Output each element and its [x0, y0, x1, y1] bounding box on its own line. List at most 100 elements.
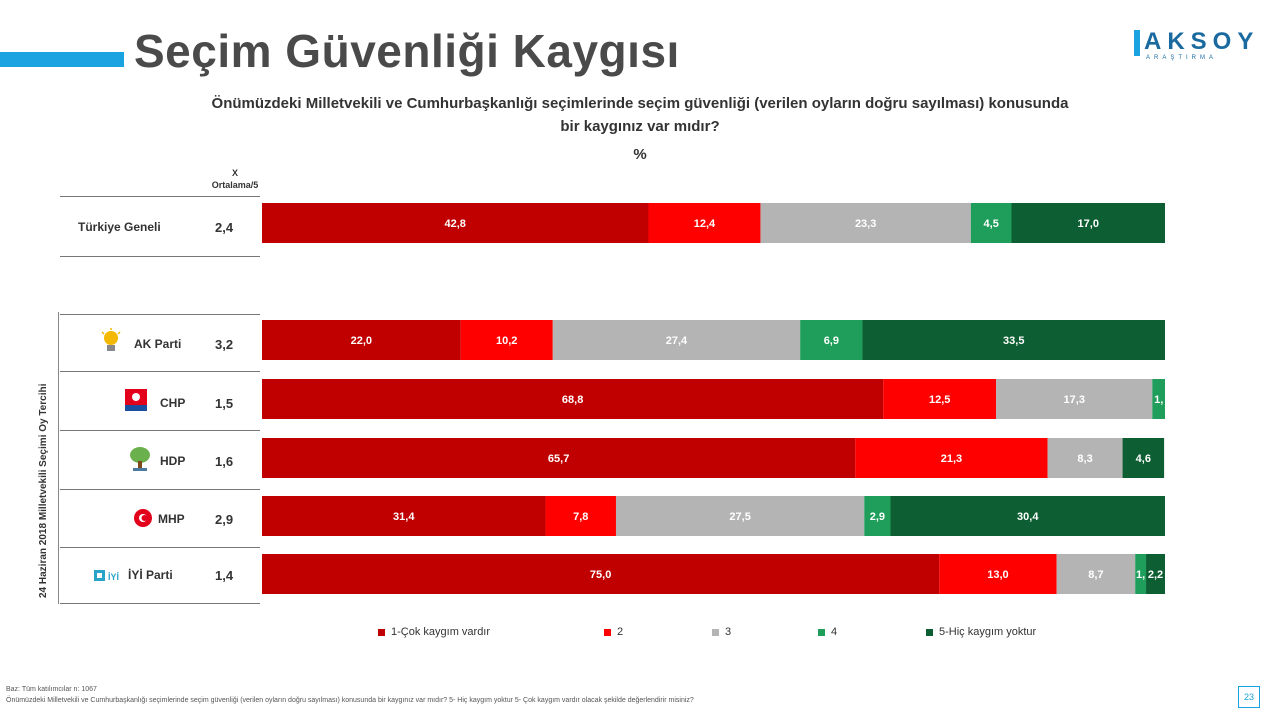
hdp-tree-icon [130, 447, 150, 471]
bar-segment-4-2 [615, 496, 865, 536]
bar-label-0-0: 42,8 [445, 218, 466, 230]
bar-segment-3-1 [855, 438, 1048, 478]
mean-hdp: 1,6 [215, 454, 234, 469]
separator-row-4 [60, 547, 260, 548]
bar-label-3-1: 21,3 [941, 453, 962, 465]
row-label-chp: CHP [160, 396, 186, 410]
legend-label-4: 4 [831, 626, 838, 638]
bar-label-4-1: 7,8 [573, 511, 588, 523]
mean-column-header: X Ortalama/5 [180, 167, 290, 191]
separator-general [60, 256, 260, 257]
svg-text:İYİ: İYİ [108, 572, 119, 582]
bar-segment-5-4 [1146, 554, 1165, 594]
bar-segment-2-2 [996, 379, 1153, 419]
question-line-2: bir kaygınız var mıdır? [560, 118, 720, 135]
bar-segment-1-2 [552, 320, 801, 360]
mean-turkiye-geneli: 2,4 [215, 220, 234, 235]
bar-segment-3-0 [262, 438, 856, 478]
bar-segment-5-2 [1056, 554, 1136, 594]
chart-legend: 1-Çok kaygım vardır 2 3 4 5-Hiç kaygım y… [378, 626, 1138, 640]
legend-label-2: 2 [617, 626, 624, 638]
mhp-crescent-icon [134, 509, 152, 527]
bar-label-0-3: 4,5 [984, 218, 999, 230]
footnote-question: Önümüzdeki Milletvekili ve Cumhurbaşkanl… [6, 697, 694, 704]
bar-label-2-0: 68,8 [562, 394, 583, 406]
logo-text: AKSOY [1144, 28, 1260, 55]
legend-item-5: 5-Hiç kaygım yoktur [926, 626, 1036, 638]
legend-label-5: 5-Hiç kaygım yoktur [939, 626, 1037, 638]
question-unit: % [633, 146, 647, 163]
party-group-bracket [58, 312, 59, 604]
bar-segment-1-0 [262, 320, 461, 360]
separator-top [60, 196, 260, 197]
bar-segment-2-3 [1152, 379, 1165, 419]
mean-header-symbol: X [231, 168, 238, 178]
row-label-ak-parti: AK Parti [134, 337, 182, 351]
aksoy-logo: AKSOY ARAŞTIRMA [1134, 28, 1254, 64]
bar-segment-5-0 [262, 554, 940, 594]
bar-label-1-1: 10,2 [496, 335, 517, 347]
legend-label-1: 1-Çok kaygım vardır [391, 626, 491, 638]
bar-segment-0-0 [262, 203, 649, 243]
bar-segment-0-4 [1011, 203, 1165, 243]
bar-segment-2-1 [883, 379, 997, 419]
bar-label-5-4: 2,2 [1148, 569, 1163, 581]
bar-label-1-4: 33,5 [1003, 335, 1024, 347]
legend-swatch-1 [378, 628, 385, 636]
bar-label-4-0: 31,4 [393, 511, 415, 523]
bar-segment-4-4 [890, 496, 1165, 536]
legend-swatch-5 [926, 628, 933, 636]
bar-label-1-2: 27,4 [666, 335, 688, 347]
page-title: Seçim Güvenliği Kaygısı [134, 25, 680, 77]
chp-logo-icon [125, 389, 147, 411]
legend-item-1: 1-Çok kaygım vardır [378, 626, 490, 638]
bar-label-4-4: 30,4 [1017, 511, 1039, 523]
mean-mhp: 2,9 [215, 512, 234, 527]
bar-segment-2-0 [262, 379, 884, 419]
bar-segment-0-2 [760, 203, 971, 243]
logo-subtext: ARAŞTIRMA [1146, 55, 1218, 61]
title-accent-bar [0, 52, 124, 67]
bar-label-5-1: 13,0 [987, 569, 1008, 581]
legend-label-3: 3 [725, 626, 732, 638]
iyi-parti-logo-icon: İYİ [94, 570, 119, 582]
bar-label-1-0: 22,0 [351, 335, 372, 347]
bar-label-5-2: 8,7 [1088, 569, 1103, 581]
bar-label-3-2: 8,3 [1077, 453, 1092, 465]
bar-segment-1-3 [800, 320, 863, 360]
bar-segment-1-1 [460, 320, 553, 360]
legend-item-2: 2 [604, 626, 623, 638]
row-label-iyi-parti: İYİ Parti [128, 568, 173, 582]
bar-segment-5-3 [1135, 554, 1147, 594]
bar-segment-4-3 [864, 496, 891, 536]
separator-parties-top [60, 314, 260, 315]
bar-segment-4-0 [262, 496, 546, 536]
separator-bottom [60, 603, 260, 604]
bar-segment-1-4 [862, 320, 1165, 360]
mean-header-label: Ortalama/5 [211, 180, 259, 190]
bar-segment-0-1 [648, 203, 761, 243]
bar-label-0-4: 17,0 [1078, 218, 1099, 230]
ak-parti-bulb-icon [101, 328, 121, 351]
bar-label-4-2: 27,5 [729, 511, 750, 523]
question-line-1: Önümüzdeki Milletvekili ve Cumhurbaşkanl… [211, 95, 1069, 112]
bar-label-2-2: 17,3 [1064, 394, 1085, 406]
footnote-base: Baz: Tüm katılımcılar n: 1067 [6, 686, 97, 693]
bar-segment-5-1 [939, 554, 1057, 594]
bar-label-0-2: 23,3 [855, 218, 876, 230]
bar-label-5-3: 1, [1136, 569, 1145, 581]
bar-label-1-3: 6,9 [824, 335, 839, 347]
bar-label-2-1: 12,5 [929, 394, 950, 406]
legend-swatch-2 [604, 628, 611, 636]
row-label-hdp: HDP [160, 454, 186, 468]
page-number: 23 [1238, 686, 1260, 708]
bar-label-0-1: 12,4 [694, 218, 716, 230]
bar-segment-3-4 [1122, 438, 1165, 478]
bar-label-2-3: 1, [1154, 394, 1163, 406]
bar-label-3-0: 65,7 [548, 453, 569, 465]
legend-swatch-4 [818, 628, 825, 636]
separator-row-1 [60, 371, 260, 372]
bar-segment-4-1 [545, 496, 616, 536]
mean-chp: 1,5 [215, 396, 234, 411]
bar-label-3-4: 4,6 [1136, 453, 1151, 465]
